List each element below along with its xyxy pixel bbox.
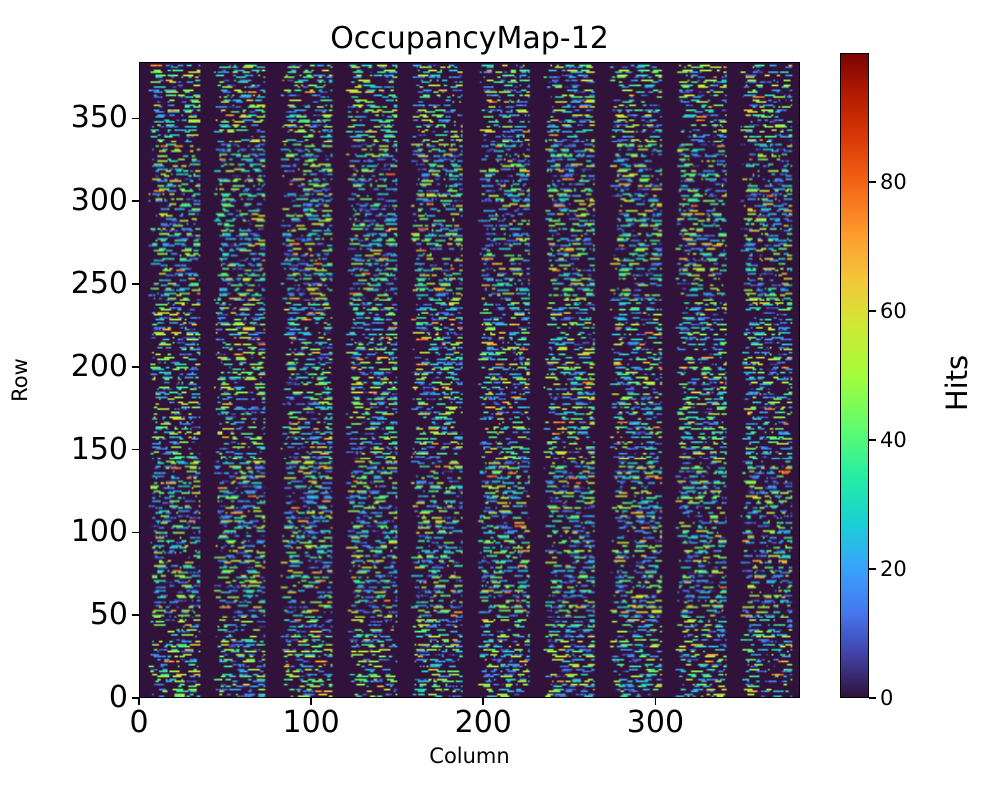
colorbar-tick-label: 0	[880, 686, 894, 710]
colorbar-tick-label: 80	[880, 170, 907, 194]
x-tick-mark	[654, 698, 657, 705]
y-tick-label: 100	[70, 514, 128, 550]
y-tick-mark	[132, 117, 139, 120]
x-tick-label: 200	[454, 705, 512, 740]
x-tick-mark	[310, 698, 312, 705]
y-tick-mark	[132, 697, 139, 699]
y-tick-mark	[132, 614, 139, 616]
x-tick-mark	[482, 698, 485, 705]
occupancy-heatmap-axes[interactable]	[139, 62, 800, 698]
colorbar-label: Hits	[940, 354, 974, 412]
x-axis-label: Column	[429, 744, 510, 768]
colorbar-tick-mark	[869, 181, 876, 183]
colorbar[interactable]	[840, 53, 869, 698]
page-title: OccupancyMap-12	[330, 21, 609, 56]
colorbar-tick-mark	[869, 697, 876, 699]
y-tick-mark	[132, 531, 139, 534]
colorbar-gradient	[841, 54, 868, 697]
y-tick-label: 250	[70, 265, 128, 301]
colorbar-tick-mark	[869, 568, 876, 570]
y-tick-label: 300	[70, 183, 128, 219]
x-tick-mark	[138, 698, 140, 705]
y-tick-mark	[132, 365, 139, 368]
x-tick-label: 100	[282, 705, 340, 740]
y-tick-label: 50	[89, 597, 128, 633]
heatmap-image	[140, 63, 799, 697]
y-tick-mark	[132, 283, 139, 285]
colorbar-tick-label: 20	[880, 557, 907, 581]
colorbar-tick-mark	[869, 439, 876, 441]
colorbar-tick-mark	[869, 310, 876, 312]
y-axis-label: Row	[8, 358, 32, 402]
y-tick-label: 350	[70, 100, 128, 136]
y-tick-label: 0	[108, 680, 128, 715]
y-tick-label: 200	[70, 348, 128, 384]
y-tick-mark	[132, 448, 139, 451]
x-tick-label: 0	[129, 705, 149, 740]
y-tick-mark	[132, 200, 139, 202]
colorbar-tick-label: 60	[880, 299, 907, 323]
y-tick-label: 150	[70, 431, 128, 467]
x-tick-label: 300	[626, 705, 685, 740]
colorbar-tick-label: 40	[880, 428, 907, 452]
